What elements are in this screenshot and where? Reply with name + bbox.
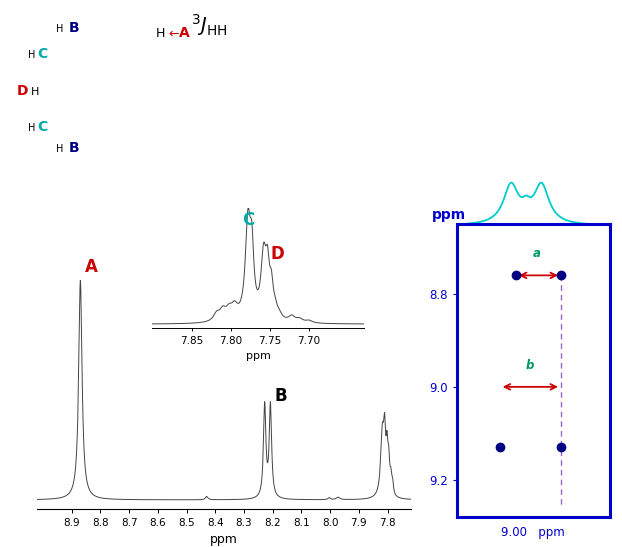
Text: A: A xyxy=(85,258,98,276)
Text: B: B xyxy=(274,387,287,405)
Text: A: A xyxy=(179,26,190,40)
Text: C: C xyxy=(243,211,255,229)
Text: ppm: ppm xyxy=(432,208,466,222)
Text: H: H xyxy=(28,123,35,133)
X-axis label: ppm: ppm xyxy=(210,533,238,546)
Text: B: B xyxy=(68,20,79,34)
X-axis label: ppm: ppm xyxy=(246,351,271,362)
X-axis label: 9.00   ppm: 9.00 ppm xyxy=(501,526,565,539)
Text: H: H xyxy=(56,144,63,154)
Text: C: C xyxy=(37,46,47,61)
Text: H: H xyxy=(28,50,35,60)
Text: B: B xyxy=(68,141,79,155)
Text: D: D xyxy=(271,246,284,264)
Text: a: a xyxy=(532,247,541,260)
Text: $\leftarrow$: $\leftarrow$ xyxy=(167,27,180,40)
Text: b: b xyxy=(526,359,534,372)
Text: H: H xyxy=(156,27,165,40)
Text: $^3J_{\mathrm{HH}}$: $^3J_{\mathrm{HH}}$ xyxy=(192,12,228,38)
Text: H: H xyxy=(56,24,63,33)
Text: D: D xyxy=(17,84,29,97)
Text: C: C xyxy=(37,120,47,134)
Text: H: H xyxy=(31,86,39,96)
